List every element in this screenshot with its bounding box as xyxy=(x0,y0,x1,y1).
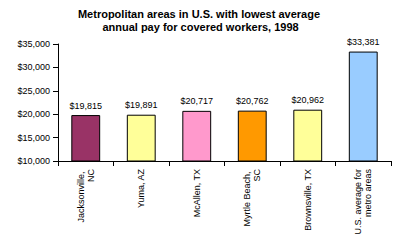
svg-text:$20,962: $20,962 xyxy=(291,95,324,105)
svg-text:metro areas: metro areas xyxy=(363,169,373,220)
svg-text:Metropolitan areas in U.S. wit: Metropolitan areas in U.S. with lowest a… xyxy=(78,8,323,20)
svg-text:$15,000: $15,000 xyxy=(17,133,50,143)
svg-text:$19,815: $19,815 xyxy=(69,101,102,111)
svg-text:$20,000: $20,000 xyxy=(17,109,50,119)
svg-text:Yuma, AZ: Yuma, AZ xyxy=(136,169,146,209)
svg-text:$19,891: $19,891 xyxy=(125,100,158,110)
svg-text:NC: NC xyxy=(86,169,96,182)
svg-text:U.S. average for: U.S. average for xyxy=(353,169,363,235)
svg-text:McAllen, TX: McAllen, TX xyxy=(192,169,202,217)
svg-text:Jacksonville,: Jacksonville, xyxy=(76,169,86,223)
svg-text:Myrtle Beach,: Myrtle Beach, xyxy=(242,169,252,227)
svg-text:$20,762: $20,762 xyxy=(236,96,269,106)
svg-text:$20,717: $20,717 xyxy=(180,96,213,106)
svg-text:$35,000: $35,000 xyxy=(17,39,50,49)
svg-text:$25,000: $25,000 xyxy=(17,86,50,96)
svg-text:$33,381: $33,381 xyxy=(347,37,380,47)
svg-text:annual pay for covered workers: annual pay for covered workers, 1998 xyxy=(102,21,298,33)
svg-text:$30,000: $30,000 xyxy=(17,62,50,72)
svg-text:Brownsville, TX: Brownsville, TX xyxy=(303,169,313,231)
svg-text:SC: SC xyxy=(252,169,262,182)
svg-text:$10,000: $10,000 xyxy=(17,156,50,166)
